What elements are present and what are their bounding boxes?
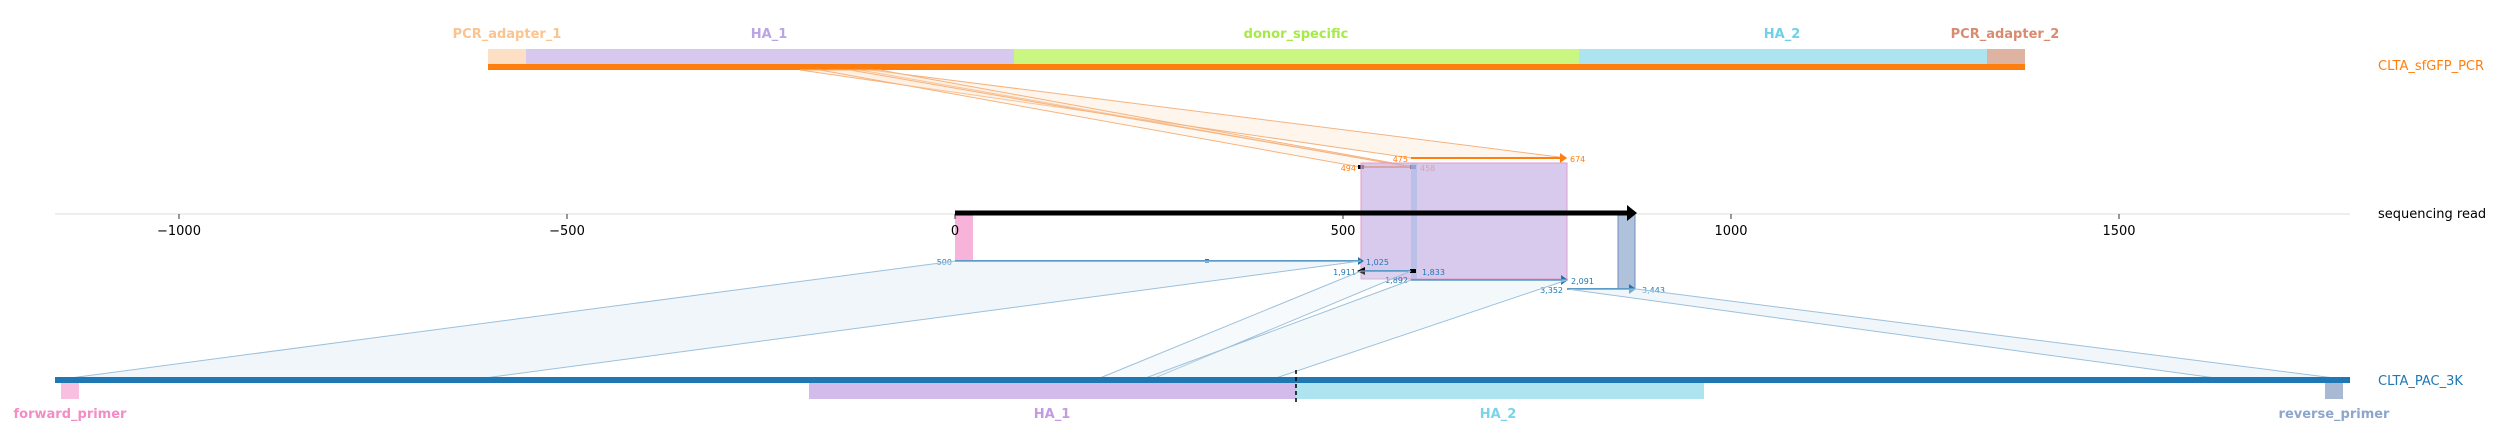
feature-block-ha-1-top	[526, 49, 1014, 64]
feature-block-ha-2-bottom	[1296, 383, 1704, 399]
feature-block-donor-specific	[1014, 49, 1579, 64]
feature-label-ha-1-bottom: HA_1	[1034, 407, 1071, 422]
feature-label-pcr-adapter-2: PCR_adapter_2	[1951, 27, 2060, 42]
top-alignment-label-494: 494	[1341, 164, 1356, 173]
overlap-region-main	[1360, 162, 1568, 280]
feature-label-forward-primer: forward_primer	[14, 407, 128, 422]
feature-label-ha-1-top: HA_1	[751, 27, 788, 42]
read-axis-ticks: −1000 −500 0 500 1000 1500	[157, 214, 2136, 239]
top-alignment-label-475: 475	[1393, 155, 1408, 164]
feature-label-pcr-adapter-1: PCR_adapter_1	[453, 27, 562, 42]
bottom-alignment-label-1911: 1,911	[1333, 268, 1356, 277]
bottom-reference-line	[55, 377, 2350, 383]
axis-tick-label: 1000	[1714, 224, 1747, 239]
axis-tick-label: −1000	[157, 224, 201, 239]
top-connection-fans	[799, 69, 1568, 168]
feature-block-ha-1-bottom	[809, 383, 1296, 399]
feature-label-donor-specific: donor_specific	[1244, 27, 1349, 42]
feature-label-reverse-primer: reverse_primer	[2279, 407, 2391, 422]
top-fan-2	[819, 69, 1412, 168]
feature-block-pcr-adapter-1	[488, 49, 526, 64]
feature-block-pcr-adapter-2	[1987, 49, 2025, 64]
axis-tick-label: −500	[549, 224, 585, 239]
bottom-alignment-label-3443: 3,443	[1642, 286, 1665, 295]
axis-tick-label: 0	[951, 224, 959, 239]
bottom-alignment-label-3352: 3,352	[1540, 286, 1563, 295]
overlap-region-seam	[1411, 163, 1417, 279]
bottom-fan-4	[1566, 288, 2351, 381]
top-alignment-arrowhead-1	[1560, 153, 1567, 163]
bottom-alignment-label-2091: 2,091	[1571, 277, 1594, 286]
bottom-alignment-label-1833: 1,833	[1422, 268, 1445, 277]
feature-block-ha-2-top	[1579, 49, 1987, 64]
top-reference-line	[488, 64, 2025, 70]
bottom-reference-name: CLTA_PAC_3K	[2378, 374, 2463, 389]
axis-tick-label: 1500	[2102, 224, 2135, 239]
top-alignment-label-674: 674	[1570, 155, 1585, 164]
feature-block-reverse-primer	[2325, 383, 2343, 399]
bottom-alignment-label-1892: 1,892	[1385, 276, 1408, 285]
sequencing-read-label: sequencing read	[2378, 207, 2486, 222]
forward-primer-read-block	[955, 214, 973, 261]
bottom-alignment-label-1025: 1,025	[1366, 258, 1389, 267]
axis-tick-label: 500	[1331, 224, 1356, 239]
top-fan-3	[849, 69, 1416, 168]
feature-label-ha-2-top: HA_2	[1764, 27, 1801, 42]
top-reference-name: CLTA_sfGFP_PCR	[2378, 59, 2484, 74]
bottom-connection-fans	[54, 260, 2351, 381]
feature-label-ha-2-bottom: HA_2	[1480, 407, 1517, 422]
feature-block-forward-primer	[61, 383, 79, 399]
sequencing-read-arrowhead	[1627, 205, 1637, 221]
bottom-alignment-end-2	[1410, 269, 1416, 273]
reverse-primer-read-block	[1617, 213, 1636, 290]
